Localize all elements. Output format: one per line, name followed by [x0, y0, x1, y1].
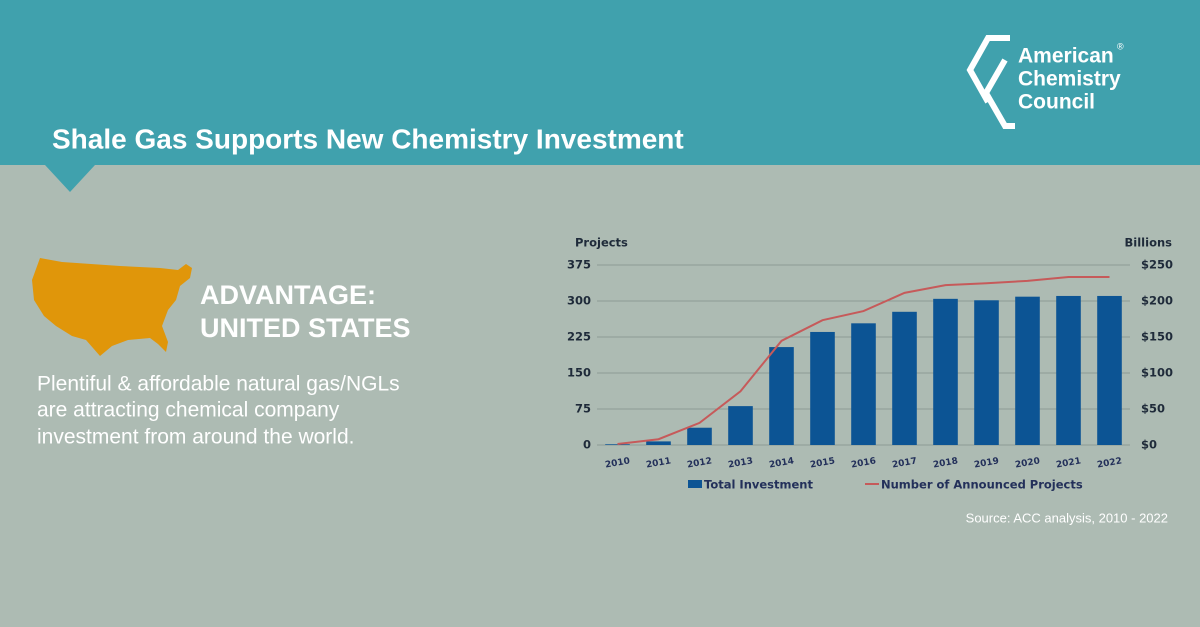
x-tick-label: 2014 [768, 456, 794, 470]
logo-hex [966, 35, 1010, 104]
logo-text: Chemistry [1018, 68, 1121, 91]
bar [892, 311, 917, 445]
x-tick-label: 2012 [686, 456, 712, 470]
bar [646, 441, 671, 445]
usa-map [32, 258, 192, 356]
bar [769, 347, 794, 445]
y2-tick-label: $200 [1141, 294, 1173, 308]
logo-mark [966, 35, 1015, 129]
y2-axis-title: Billions [1125, 236, 1173, 250]
logo-hex [982, 58, 1015, 129]
x-tick-label: 2010 [604, 456, 630, 470]
x-tick-label: 2013 [727, 456, 753, 470]
y-tick-label: 150 [567, 366, 591, 380]
bar [974, 300, 999, 445]
bar [851, 323, 876, 445]
header-pointer [45, 165, 95, 192]
body-text: are attracting chemical company [37, 399, 340, 422]
y2-tick-label: $0 [1141, 438, 1157, 452]
bar [810, 331, 835, 445]
bar [1097, 295, 1122, 445]
y2-tick-label: $150 [1141, 330, 1173, 344]
x-tick-label: 2011 [645, 456, 671, 470]
y-tick-label: 75 [575, 402, 591, 416]
bar [1056, 295, 1081, 445]
line [617, 276, 1110, 446]
logo-text: Council [1018, 91, 1095, 114]
x-tick-label: 2016 [850, 456, 876, 470]
header-band [0, 0, 1200, 165]
y-tick-label: 225 [567, 330, 591, 344]
y2-tick-label: $100 [1141, 366, 1173, 380]
x-tick-label: 2017 [891, 456, 917, 470]
x-tick-label: 2015 [809, 456, 835, 470]
legend-label: Total Investment [704, 478, 813, 492]
y-tick-label: 0 [583, 438, 591, 452]
advantage-text: UNITED STATES [200, 313, 411, 343]
x-tick-label: 2019 [973, 456, 999, 470]
advantage-text: ADVANTAGE: [200, 280, 376, 310]
y2-tick-label: $250 [1141, 258, 1173, 272]
body-text: Plentiful & affordable natural gas/NGLs [37, 373, 400, 396]
y-axis-title: Projects [575, 236, 628, 250]
y2-tick-label: $50 [1141, 402, 1165, 416]
bar [1015, 296, 1040, 445]
x-tick-label: 2021 [1055, 456, 1081, 470]
bar [687, 427, 712, 445]
bar [933, 298, 958, 445]
chart: Projects Billions Source: ACC analysis, … [567, 236, 1173, 526]
y-tick-label: 375 [567, 258, 591, 272]
bar [728, 406, 753, 445]
x-tick-label: 2020 [1014, 456, 1040, 470]
logo-text: American [1018, 45, 1114, 68]
bar [605, 444, 630, 445]
source-note: Source: ACC analysis, 2010 - 2022 [966, 510, 1168, 525]
legend-swatch [688, 480, 702, 488]
logo-registered: ® [1117, 41, 1124, 51]
x-tick-label: 2022 [1096, 456, 1122, 470]
y-tick-label: 300 [567, 294, 591, 308]
x-tick-label: 2018 [932, 456, 958, 470]
legend-label: Number of Announced Projects [881, 478, 1083, 492]
body-text: investment from around the world. [37, 426, 354, 449]
header-title: Shale Gas Supports New Chemistry Investm… [52, 123, 684, 154]
